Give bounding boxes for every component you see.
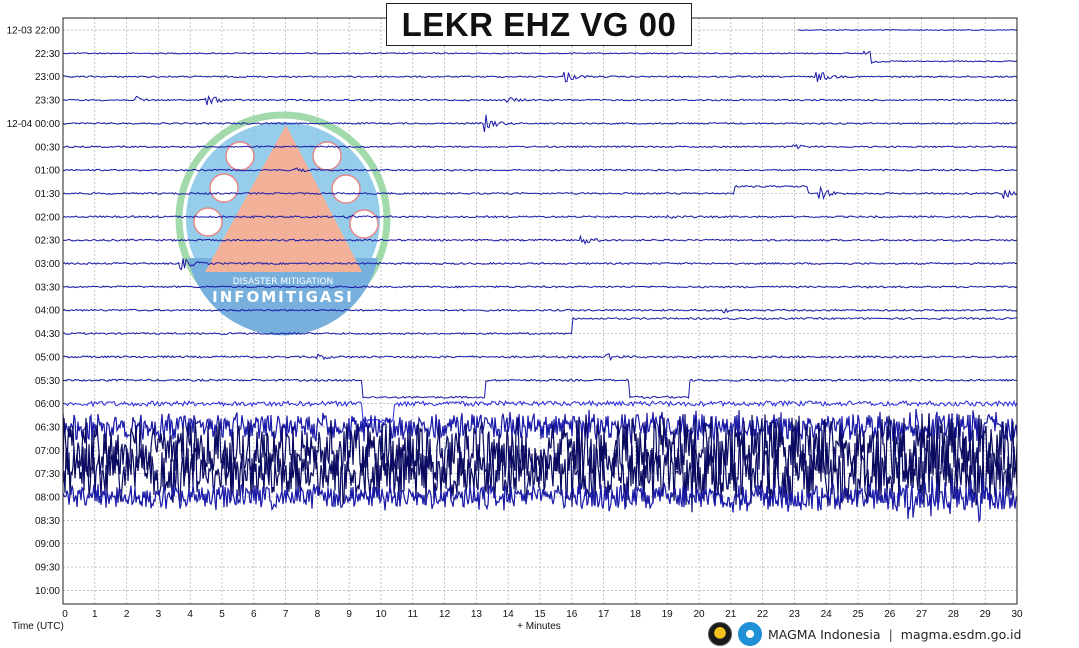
x-axis-title: + Minutes bbox=[517, 621, 561, 632]
seismic-trace bbox=[62, 50, 1018, 64]
y-tick-label: 07:00 bbox=[35, 446, 60, 457]
watermark-line2: INFOMITIGASI bbox=[212, 288, 354, 306]
y-tick-label: 01:00 bbox=[35, 166, 60, 177]
y-tick-label: 05:00 bbox=[35, 352, 60, 363]
watermark-band bbox=[188, 258, 378, 336]
y-tick-label: 03:00 bbox=[35, 259, 60, 270]
x-tick-label: 28 bbox=[948, 609, 960, 620]
y-tick-label: 10:00 bbox=[35, 586, 60, 597]
x-tick-label: 19 bbox=[662, 609, 674, 620]
y-tick-label: 22:30 bbox=[35, 49, 60, 60]
y-tick-label: 23:30 bbox=[35, 96, 60, 107]
x-tick-label: 2 bbox=[124, 609, 130, 620]
x-tick-label: 5 bbox=[219, 609, 225, 620]
y-tick-label: 06:00 bbox=[35, 399, 60, 410]
x-tick-label: 4 bbox=[187, 609, 193, 620]
seismic-trace bbox=[62, 167, 1017, 173]
x-tick-label: 30 bbox=[1011, 609, 1023, 620]
footer-brand: MAGMA Indonesia | magma.esdm.go.id bbox=[708, 620, 1021, 648]
watermark-line1: DISASTER MITIGATION bbox=[233, 277, 334, 287]
x-tick-label: 27 bbox=[916, 609, 928, 620]
x-tick-label: 11 bbox=[408, 609, 419, 620]
building-icon bbox=[349, 209, 379, 239]
y-tick-label: 03:30 bbox=[35, 282, 60, 293]
seismic-trace bbox=[62, 408, 1018, 444]
seismic-trace bbox=[62, 285, 1018, 289]
seismic-trace bbox=[62, 95, 1018, 106]
wave-icon bbox=[193, 207, 223, 237]
x-tick-label: 25 bbox=[852, 609, 864, 620]
x-tick-label: 3 bbox=[156, 609, 162, 620]
y-tick-label: 12-04 00:00 bbox=[7, 119, 61, 130]
x-tick-label: 15 bbox=[534, 609, 546, 620]
y-tick-label: 23:00 bbox=[35, 72, 60, 83]
seismic-trace bbox=[797, 28, 1017, 32]
x-tick-label-zero: 0 bbox=[62, 609, 68, 620]
flood-icon bbox=[225, 141, 255, 171]
x-tick-label: 20 bbox=[693, 609, 705, 620]
y-axis-title: Time (UTC) bbox=[12, 621, 64, 632]
x-tick-label: 7 bbox=[283, 609, 289, 620]
x-tick-label: 9 bbox=[346, 609, 352, 620]
y-tick-label: 08:00 bbox=[35, 493, 60, 504]
seismic-trace bbox=[62, 316, 1018, 336]
x-tick-label: 22 bbox=[757, 609, 769, 620]
x-tick-label: 8 bbox=[315, 609, 321, 620]
seismic-trace bbox=[62, 353, 1018, 362]
seismic-trace bbox=[62, 234, 1018, 245]
y-tick-label: 01:30 bbox=[35, 189, 60, 200]
y-tick-label: 04:00 bbox=[35, 306, 60, 317]
x-tick-label: 17 bbox=[598, 609, 610, 620]
y-tick-label: 09:00 bbox=[35, 539, 60, 550]
x-tick-label: 16 bbox=[566, 609, 578, 620]
y-tick-label: 08:30 bbox=[35, 516, 60, 527]
footer-separator: | bbox=[888, 626, 893, 642]
infomitigasi-watermark: DISASTER MITIGATION INFOMITIGASI bbox=[175, 111, 391, 336]
y-tick-label: 02:00 bbox=[35, 212, 60, 223]
y-tick-label: 06:30 bbox=[35, 422, 60, 433]
ribbon-icon bbox=[209, 173, 239, 203]
y-tick-label: 00:30 bbox=[35, 142, 60, 153]
fire-icon bbox=[331, 174, 361, 204]
footer-url[interactable]: magma.esdm.go.id bbox=[900, 626, 1022, 642]
seismic-trace bbox=[62, 184, 1018, 201]
seismic-trace bbox=[62, 399, 1018, 424]
x-tick-label: 1 bbox=[92, 609, 98, 620]
x-tick-label: 10 bbox=[375, 609, 387, 620]
x-tick-label: 24 bbox=[821, 609, 833, 620]
seismic-trace bbox=[62, 437, 1018, 513]
chart-title: LEKR EHZ VG 00 bbox=[386, 3, 692, 46]
x-tick-label: 14 bbox=[503, 609, 515, 620]
y-tick-label: 12-03 22:00 bbox=[7, 26, 61, 37]
y-tick-labels: 12-03 22:00 22:30 23:00 23:30 12-04 00:00 00:… bbox=[7, 26, 61, 597]
x-tick-label: 12 bbox=[439, 609, 451, 620]
y-tick-label: 07:30 bbox=[35, 469, 60, 480]
seismic-trace bbox=[62, 114, 1018, 133]
y-tick-label: 09:30 bbox=[35, 563, 60, 574]
magma-logo-icon bbox=[738, 622, 762, 646]
y-tick-label: 02:30 bbox=[35, 236, 60, 247]
y-tick-label: 04:30 bbox=[35, 329, 60, 340]
seismic-trace bbox=[62, 378, 1018, 399]
seismic-trace bbox=[62, 143, 1018, 150]
seismic-trace bbox=[62, 214, 1018, 219]
esdm-logo-icon bbox=[708, 622, 732, 646]
x-tick-labels: 1 2 3 4 5 6 7 8 9 10 11 12 13 14 15 16 17 18 19 20 21 22 23 24 2… bbox=[62, 609, 1023, 620]
watermark-triangle bbox=[205, 125, 362, 272]
seismic-trace bbox=[62, 307, 1018, 314]
x-tick-label: 6 bbox=[251, 609, 257, 620]
x-tick-label: 26 bbox=[884, 609, 896, 620]
x-tick-label: 23 bbox=[789, 609, 801, 620]
footer-brand-name: MAGMA Indonesia bbox=[768, 626, 881, 642]
x-tick-label: 18 bbox=[630, 609, 642, 620]
x-tick-label: 29 bbox=[980, 609, 992, 620]
trace-layer bbox=[62, 28, 1018, 524]
seismic-trace bbox=[62, 258, 1018, 271]
seismic-trace bbox=[62, 476, 1018, 524]
seismic-trace bbox=[62, 71, 1018, 83]
x-tick-label: 13 bbox=[471, 609, 483, 620]
y-tick-label: 05:30 bbox=[35, 376, 60, 387]
x-tick-label: 21 bbox=[725, 609, 737, 620]
